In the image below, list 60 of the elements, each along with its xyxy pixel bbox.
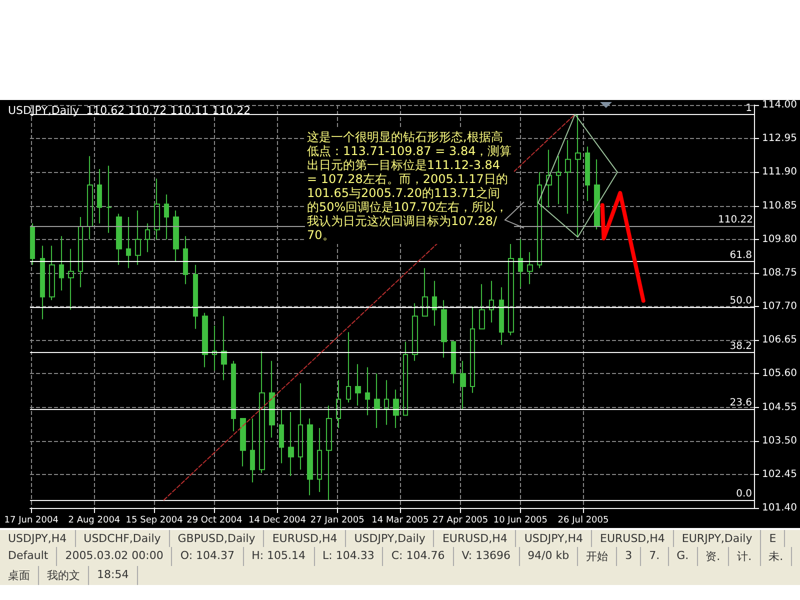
y-tick-label: 106.65 xyxy=(762,334,798,346)
ref-line-label: 110.22 xyxy=(718,214,754,226)
text: EURUSD,H4 xyxy=(592,530,674,547)
text: 资. xyxy=(698,547,730,566)
text: EURJPY,Daily xyxy=(674,530,762,547)
text: 计. xyxy=(729,547,761,566)
x-tick-label: 15 Sep 2004 xyxy=(126,516,184,526)
x-tick-label: 14 Mar 2005 xyxy=(372,516,429,526)
annotation: 38.2 xyxy=(730,341,752,352)
text: EURUSD,H4 xyxy=(434,530,516,547)
text: 18:54 xyxy=(89,566,138,585)
text: E xyxy=(761,530,786,547)
text: 3 xyxy=(617,547,642,566)
text: G. xyxy=(668,547,698,566)
text: 2005.03.02 00:00 xyxy=(57,547,172,566)
text: 开始 xyxy=(578,547,618,566)
text: 我的文 xyxy=(39,566,89,585)
text: EURUSD,H4 xyxy=(264,530,346,547)
text: O: 104.37 xyxy=(172,547,244,566)
y-tick-label: 110.85 xyxy=(762,200,798,212)
text: C: 104.76 xyxy=(383,547,454,566)
chart-title: USDJPY,Daily 110.62 110.72 110.11 110.22 xyxy=(8,104,251,117)
text: GBPUSD,Daily xyxy=(170,530,264,547)
annotation: 0.0 xyxy=(736,488,752,500)
y-tick-label: 109.80 xyxy=(762,234,798,245)
text: USDJPY,Daily xyxy=(346,530,434,547)
annotation: 1 xyxy=(746,102,752,114)
y-tick-label: 114.00 xyxy=(762,100,798,110)
text: 94/0 kb xyxy=(520,547,578,566)
text: H: 105.14 xyxy=(244,547,315,566)
text: V: 13696 xyxy=(454,547,520,566)
text: USDJPY,H4 xyxy=(516,530,592,547)
y-tick-label: 112.95 xyxy=(762,133,798,144)
annotation: 61.8 xyxy=(730,250,752,262)
text: 桌面 xyxy=(0,566,39,585)
x-tick-label: 2 Aug 2004 xyxy=(68,516,120,526)
y-tick-label: 102.45 xyxy=(762,468,798,480)
annotation: 这是一个很明显的钻石形形态,根据高低点：113.71-109.87 = 3.84，测算出日元的第一目标位是111.12-3.84 = 107.28左右。而，2005.1.17日的101.65与2005.7.20的113.71之间的50%回调位是107.70左右，所以，我认为日元这次回调目标为107.28/70。 xyxy=(307,130,512,242)
x-tick-label: 27 Jan 2005 xyxy=(310,516,364,526)
text: Default xyxy=(0,547,58,566)
y-tick-label: 107.70 xyxy=(762,301,798,312)
annotation: 50.0 xyxy=(730,296,752,307)
text: L: 104.33 xyxy=(314,547,384,566)
text: 7. xyxy=(641,547,669,566)
y-tick-label: 104.55 xyxy=(762,402,798,413)
x-tick-label: 17 Jun 2004 xyxy=(4,516,59,526)
x-tick-label: 26 Jul 2005 xyxy=(558,516,609,526)
y-tick-label: 101.40 xyxy=(762,502,798,514)
text: USDJPY,H4 xyxy=(0,530,76,547)
text: USDCHF,Daily xyxy=(76,530,170,547)
x-tick-label: 10 Jun 2005 xyxy=(493,516,548,526)
text: 未. xyxy=(760,547,792,566)
annotation: 23.6 xyxy=(730,397,752,408)
x-tick-label: 14 Dec 2004 xyxy=(248,516,306,526)
y-tick-label: 103.50 xyxy=(762,435,798,446)
x-tick-label: 27 Apr 2005 xyxy=(432,516,488,526)
y-tick-label: 111.90 xyxy=(762,166,798,178)
x-tick-label: 29 Oct 2004 xyxy=(186,516,243,526)
y-tick-label: 105.60 xyxy=(762,368,798,380)
y-tick-label: 108.75 xyxy=(762,267,798,278)
